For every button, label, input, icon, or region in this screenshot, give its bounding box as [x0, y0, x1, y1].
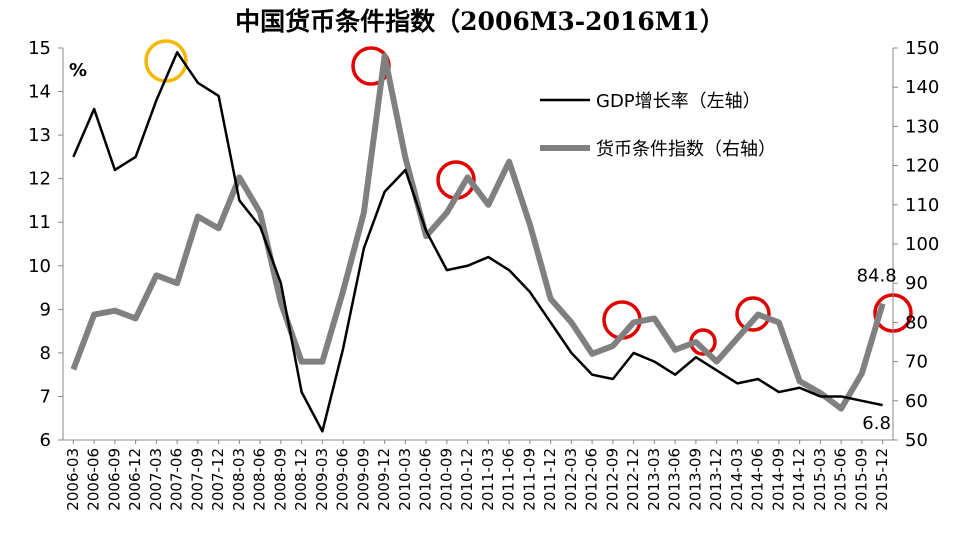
x-tick-label: 2010-09 [437, 448, 455, 511]
x-tick-label: 2007-12 [209, 448, 227, 511]
y-tick-label: 10 [28, 256, 51, 277]
y2-tick-label: 80 [905, 312, 928, 333]
x-tick-label: 2008-12 [292, 448, 310, 511]
y-tick-label: 13 [28, 125, 51, 146]
x-tick-label: 2006-12 [126, 448, 144, 511]
y2-tick-label: 120 [905, 156, 939, 177]
y2-tick-label: 50 [905, 430, 928, 451]
y-tick-label: 8 [40, 343, 51, 364]
x-tick-label: 2014-12 [790, 448, 808, 511]
x-tick-label: 2012-06 [583, 448, 601, 511]
x-tick-label: 2006-09 [105, 448, 123, 511]
x-tick-label: 2008-06 [251, 448, 269, 511]
y-tick-label: 11 [28, 212, 51, 233]
y2-tick-label: 70 [905, 352, 928, 373]
x-tick-label: 2012-12 [624, 448, 642, 511]
x-tick-label: 2012-09 [603, 448, 621, 511]
data-label: 6.8 [862, 413, 891, 434]
x-tick-label: 2008-03 [230, 448, 248, 511]
y-tick-label: 7 [40, 386, 51, 407]
x-tick-label: 2010-03 [396, 448, 414, 511]
y2-tick-label: 90 [905, 273, 928, 294]
y2-tick-label: 100 [905, 234, 939, 255]
x-tick-label: 2011-03 [479, 448, 497, 511]
chart-title: 中国货币条件指数（2006M3-2016M1） [235, 7, 725, 36]
x-tick-label: 2007-09 [188, 448, 206, 511]
x-tick-label: 2008-09 [271, 448, 289, 511]
x-tick-label: 2012-03 [562, 448, 580, 511]
y2-tick-label: 140 [905, 77, 939, 98]
x-tick-label: 2009-09 [354, 448, 372, 511]
x-tick-label: 2014-09 [769, 448, 787, 511]
x-tick-label: 2006-03 [64, 448, 82, 511]
x-tick-label: 2009-12 [375, 448, 393, 511]
data-label: 84.8 [857, 266, 897, 287]
series-line [72, 51, 883, 433]
x-tick-label: 2011-06 [500, 448, 518, 511]
series-line [70, 52, 886, 412]
x-tick-label: 2015-09 [852, 448, 870, 511]
x-tick-label: 2013-12 [707, 448, 725, 511]
x-tick-label: 2009-06 [334, 448, 352, 511]
x-tick-label: 2009-03 [313, 448, 331, 511]
x-tick-label: 2006-06 [85, 448, 103, 511]
x-tick-label: 2013-03 [645, 448, 663, 511]
y-tick-label: 15 [28, 38, 51, 59]
y-tick-label: 12 [28, 169, 51, 190]
x-tick-label: 2011-12 [541, 448, 559, 511]
x-tick-label: 2013-06 [666, 448, 684, 511]
x-tick-label: 2015-06 [832, 448, 850, 511]
x-tick-label: 2011-09 [520, 448, 538, 511]
y2-tick-label: 150 [905, 38, 939, 59]
y-tick-label: 6 [40, 430, 51, 451]
x-tick-label: 2007-03 [147, 448, 165, 511]
highlight-circles [144, 39, 913, 356]
x-tick-label: 2015-03 [811, 448, 829, 511]
y2-tick-label: 130 [905, 116, 939, 137]
x-tick-label: 2010-06 [417, 448, 435, 511]
y2-tick-label: 110 [905, 195, 939, 216]
x-tick-label: 2007-06 [168, 448, 186, 511]
y-axis-label: % [69, 60, 87, 81]
legend-label: GDP增长率（左轴） [596, 91, 761, 112]
y-tick-label: 9 [40, 299, 51, 320]
x-tick-label: 2014-03 [728, 448, 746, 511]
x-tick-label: 2015-12 [873, 448, 891, 511]
x-tick-label: 2013-09 [686, 448, 704, 511]
legend-label: 货币条件指数（右轴） [596, 139, 776, 160]
x-tick-label: 2014-06 [749, 448, 767, 511]
x-tick-label: 2010-12 [458, 448, 476, 511]
y2-tick-label: 60 [905, 391, 928, 412]
y-tick-label: 14 [28, 82, 51, 103]
highlight-circle [735, 296, 771, 332]
